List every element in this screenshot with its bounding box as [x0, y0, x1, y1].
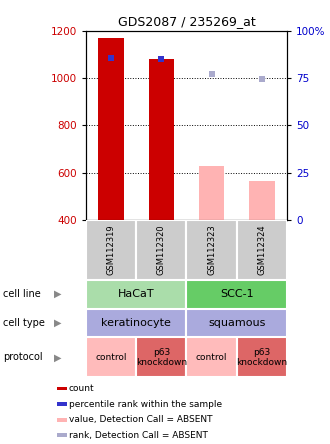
Bar	[186, 280, 287, 309]
Text: percentile rank within the sample: percentile rank within the sample	[69, 400, 222, 408]
Text: GSM112320: GSM112320	[157, 224, 166, 275]
Text: rank, Detection Call = ABSENT: rank, Detection Call = ABSENT	[69, 431, 208, 440]
Text: cell line: cell line	[3, 289, 41, 299]
Bar	[86, 220, 136, 280]
Text: p63
knockdown: p63 knockdown	[136, 348, 187, 367]
Bar	[149, 59, 174, 220]
Bar	[57, 387, 67, 390]
Text: HaCaT: HaCaT	[118, 289, 154, 299]
Text: GSM112324: GSM112324	[257, 224, 266, 275]
Text: ▶: ▶	[54, 318, 61, 328]
Text: cell type: cell type	[3, 318, 45, 328]
Bar	[186, 337, 237, 377]
Text: protocol: protocol	[3, 353, 43, 362]
Bar	[249, 181, 275, 220]
Bar	[86, 309, 186, 337]
Bar	[57, 402, 67, 406]
Title: GDS2087 / 235269_at: GDS2087 / 235269_at	[117, 16, 255, 28]
Bar	[98, 38, 123, 220]
Text: value, Detection Call = ABSENT: value, Detection Call = ABSENT	[69, 415, 212, 424]
Text: p63
knockdown: p63 knockdown	[236, 348, 287, 367]
Bar	[199, 166, 224, 220]
Text: control: control	[196, 353, 227, 362]
Bar	[136, 337, 186, 377]
Text: control: control	[95, 353, 127, 362]
Bar	[237, 337, 287, 377]
Bar	[136, 220, 186, 280]
Text: ▶: ▶	[54, 289, 61, 299]
Text: ▶: ▶	[54, 353, 61, 362]
Bar	[186, 220, 237, 280]
Bar	[186, 309, 287, 337]
Text: GSM112319: GSM112319	[107, 224, 116, 275]
Text: SCC-1: SCC-1	[220, 289, 253, 299]
Text: GSM112323: GSM112323	[207, 224, 216, 275]
Bar	[57, 418, 67, 421]
Text: squamous: squamous	[208, 318, 265, 328]
Bar	[237, 220, 287, 280]
Text: count: count	[69, 384, 94, 393]
Bar	[57, 433, 67, 437]
Bar	[86, 337, 136, 377]
Bar	[86, 280, 186, 309]
Text: keratinocyte: keratinocyte	[101, 318, 171, 328]
